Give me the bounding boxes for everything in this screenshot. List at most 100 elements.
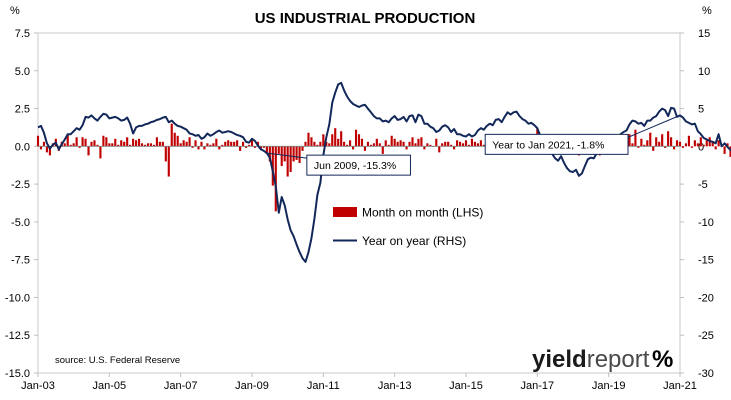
left-unit-label: % (10, 5, 20, 17)
bar-mark (176, 135, 179, 147)
bar-mark (423, 146, 426, 150)
bar-mark (476, 143, 479, 147)
bar-mark (179, 143, 182, 147)
bar-mark (167, 146, 170, 177)
right-tick-label: -30 (698, 368, 714, 380)
bar-mark (161, 141, 164, 147)
bar-mark (212, 143, 215, 147)
left-tick-label: -5.0 (11, 217, 30, 229)
yieldreport-logo: yieldreport % (532, 346, 673, 373)
right-tick-label: -20 (698, 292, 714, 304)
bar-mark (209, 144, 212, 147)
bar-mark (84, 138, 87, 147)
bar-mark (450, 144, 453, 147)
bar-mark (340, 131, 343, 147)
bar-mark (705, 140, 708, 147)
right-tick-label: 5 (698, 104, 704, 116)
plot-frame (37, 32, 681, 374)
bar-mark (45, 146, 48, 153)
bar-mark (93, 140, 96, 147)
bar-mark (723, 146, 726, 154)
bar-mark (655, 137, 658, 147)
x-tick-label: Jan-13 (378, 380, 412, 392)
bar-mark (137, 138, 141, 147)
x-tick-label: Jan-05 (93, 380, 127, 392)
bar-mark (283, 146, 286, 162)
bar-mark (464, 140, 468, 147)
bar-mark (405, 146, 408, 150)
right-tick-label: 10 (698, 66, 710, 78)
bar-mark (687, 135, 690, 147)
bar-mark (381, 146, 384, 154)
bar-mark (48, 146, 51, 156)
bar-mark (729, 146, 731, 157)
bar-mark (325, 141, 328, 147)
left-tick-label: -15.0 (5, 368, 30, 380)
annotation-callout: Year to Jan 2021, -1.8% (484, 114, 681, 155)
bar-mark (155, 137, 158, 147)
bar-mark (664, 146, 667, 148)
bar-mark (215, 138, 218, 147)
bar-mark (384, 140, 387, 147)
bar-mark (414, 143, 417, 147)
bar-mark (711, 141, 714, 147)
bar-mark (661, 134, 664, 147)
bar-mark (634, 129, 637, 147)
bar-mark (313, 141, 316, 147)
bar-mark (140, 143, 144, 147)
bar-mark (188, 137, 191, 147)
bar-mark (66, 134, 69, 147)
bar-mark (129, 144, 132, 147)
bar-mark (244, 146, 248, 148)
x-tick-label: Jan-17 (521, 380, 555, 392)
bar-mark (170, 123, 173, 147)
bar-mark (337, 138, 340, 147)
bar-mark (470, 138, 474, 147)
annotation-box (484, 133, 629, 155)
bar-mark (182, 140, 185, 147)
bar-mark (78, 146, 81, 148)
bar-mark (146, 143, 150, 147)
bar-mark (351, 146, 355, 150)
left-tick-label: -7.5 (11, 255, 30, 267)
bar-mark (331, 134, 334, 147)
bar-mark (173, 132, 176, 147)
bar-mark (277, 146, 280, 154)
left-tick-label: -10.0 (5, 292, 30, 304)
bar-mark (402, 141, 405, 147)
bar-mark (658, 141, 661, 147)
bar-mark (467, 144, 471, 147)
legend: Month on month (LHS) Year on year (RHS) (333, 206, 483, 248)
right-tick-label: -15 (698, 255, 714, 267)
bar-mark (461, 143, 465, 147)
right-tick-label: -5 (698, 179, 708, 191)
source-note: source: U.S. Federal Reserve (55, 355, 180, 366)
bar-mark (253, 146, 257, 148)
bar-mark (90, 141, 93, 147)
bar-mark (643, 144, 646, 147)
bar-mark (271, 146, 274, 186)
bar-mark (652, 146, 655, 151)
bar-mark (265, 146, 268, 154)
bar-mark (75, 137, 78, 147)
bar-mark (672, 146, 676, 150)
bar-mark (360, 138, 364, 147)
bar-mark (230, 141, 233, 147)
right-tick-label: -10 (698, 217, 714, 229)
bar-mark (378, 143, 381, 147)
bar-mark (63, 143, 66, 147)
bar-mark (120, 140, 123, 147)
bar-mark (224, 141, 227, 147)
x-tick-label: Jan-03 (21, 380, 55, 392)
bar-mark (280, 146, 283, 166)
bar-mark (396, 141, 399, 147)
logo-wordmark: yieldreport (532, 346, 650, 373)
bar-mark (221, 144, 224, 147)
bar-mark (667, 131, 670, 147)
bar-mark (670, 137, 673, 147)
annotation-callout: Jun 2009, -15.3% (266, 152, 411, 176)
bar-mark (135, 140, 138, 147)
bar-mark (191, 146, 194, 148)
bar-mark (646, 140, 649, 147)
